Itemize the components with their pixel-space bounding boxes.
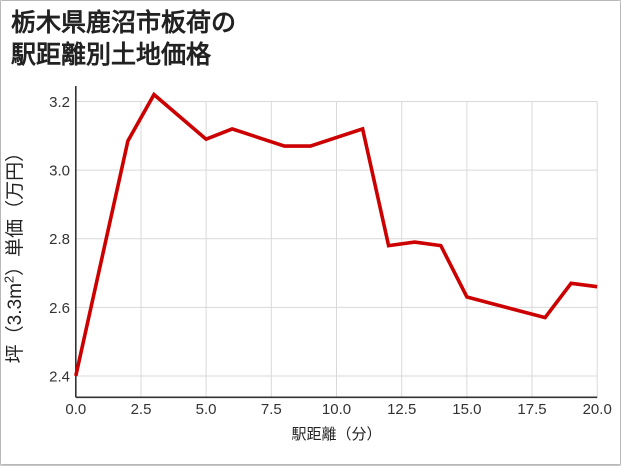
svg-text:0.0: 0.0 <box>65 401 86 418</box>
svg-text:3.0: 3.0 <box>49 163 70 180</box>
svg-text:5.0: 5.0 <box>196 401 217 418</box>
svg-text:12.5: 12.5 <box>387 401 416 418</box>
svg-text:20.0: 20.0 <box>583 401 612 418</box>
svg-text:3.2: 3.2 <box>49 94 70 111</box>
svg-text:15.0: 15.0 <box>452 401 481 418</box>
svg-text:2.5: 2.5 <box>131 401 152 418</box>
svg-text:2.8: 2.8 <box>49 231 70 248</box>
svg-text:2.4: 2.4 <box>49 368 70 385</box>
svg-text:2.6: 2.6 <box>49 300 70 317</box>
svg-text:10.0: 10.0 <box>322 401 351 418</box>
svg-text:駅距離（分）: 駅距離（分） <box>291 425 381 443</box>
svg-text:7.5: 7.5 <box>261 401 282 418</box>
svg-text:17.5: 17.5 <box>517 401 546 418</box>
